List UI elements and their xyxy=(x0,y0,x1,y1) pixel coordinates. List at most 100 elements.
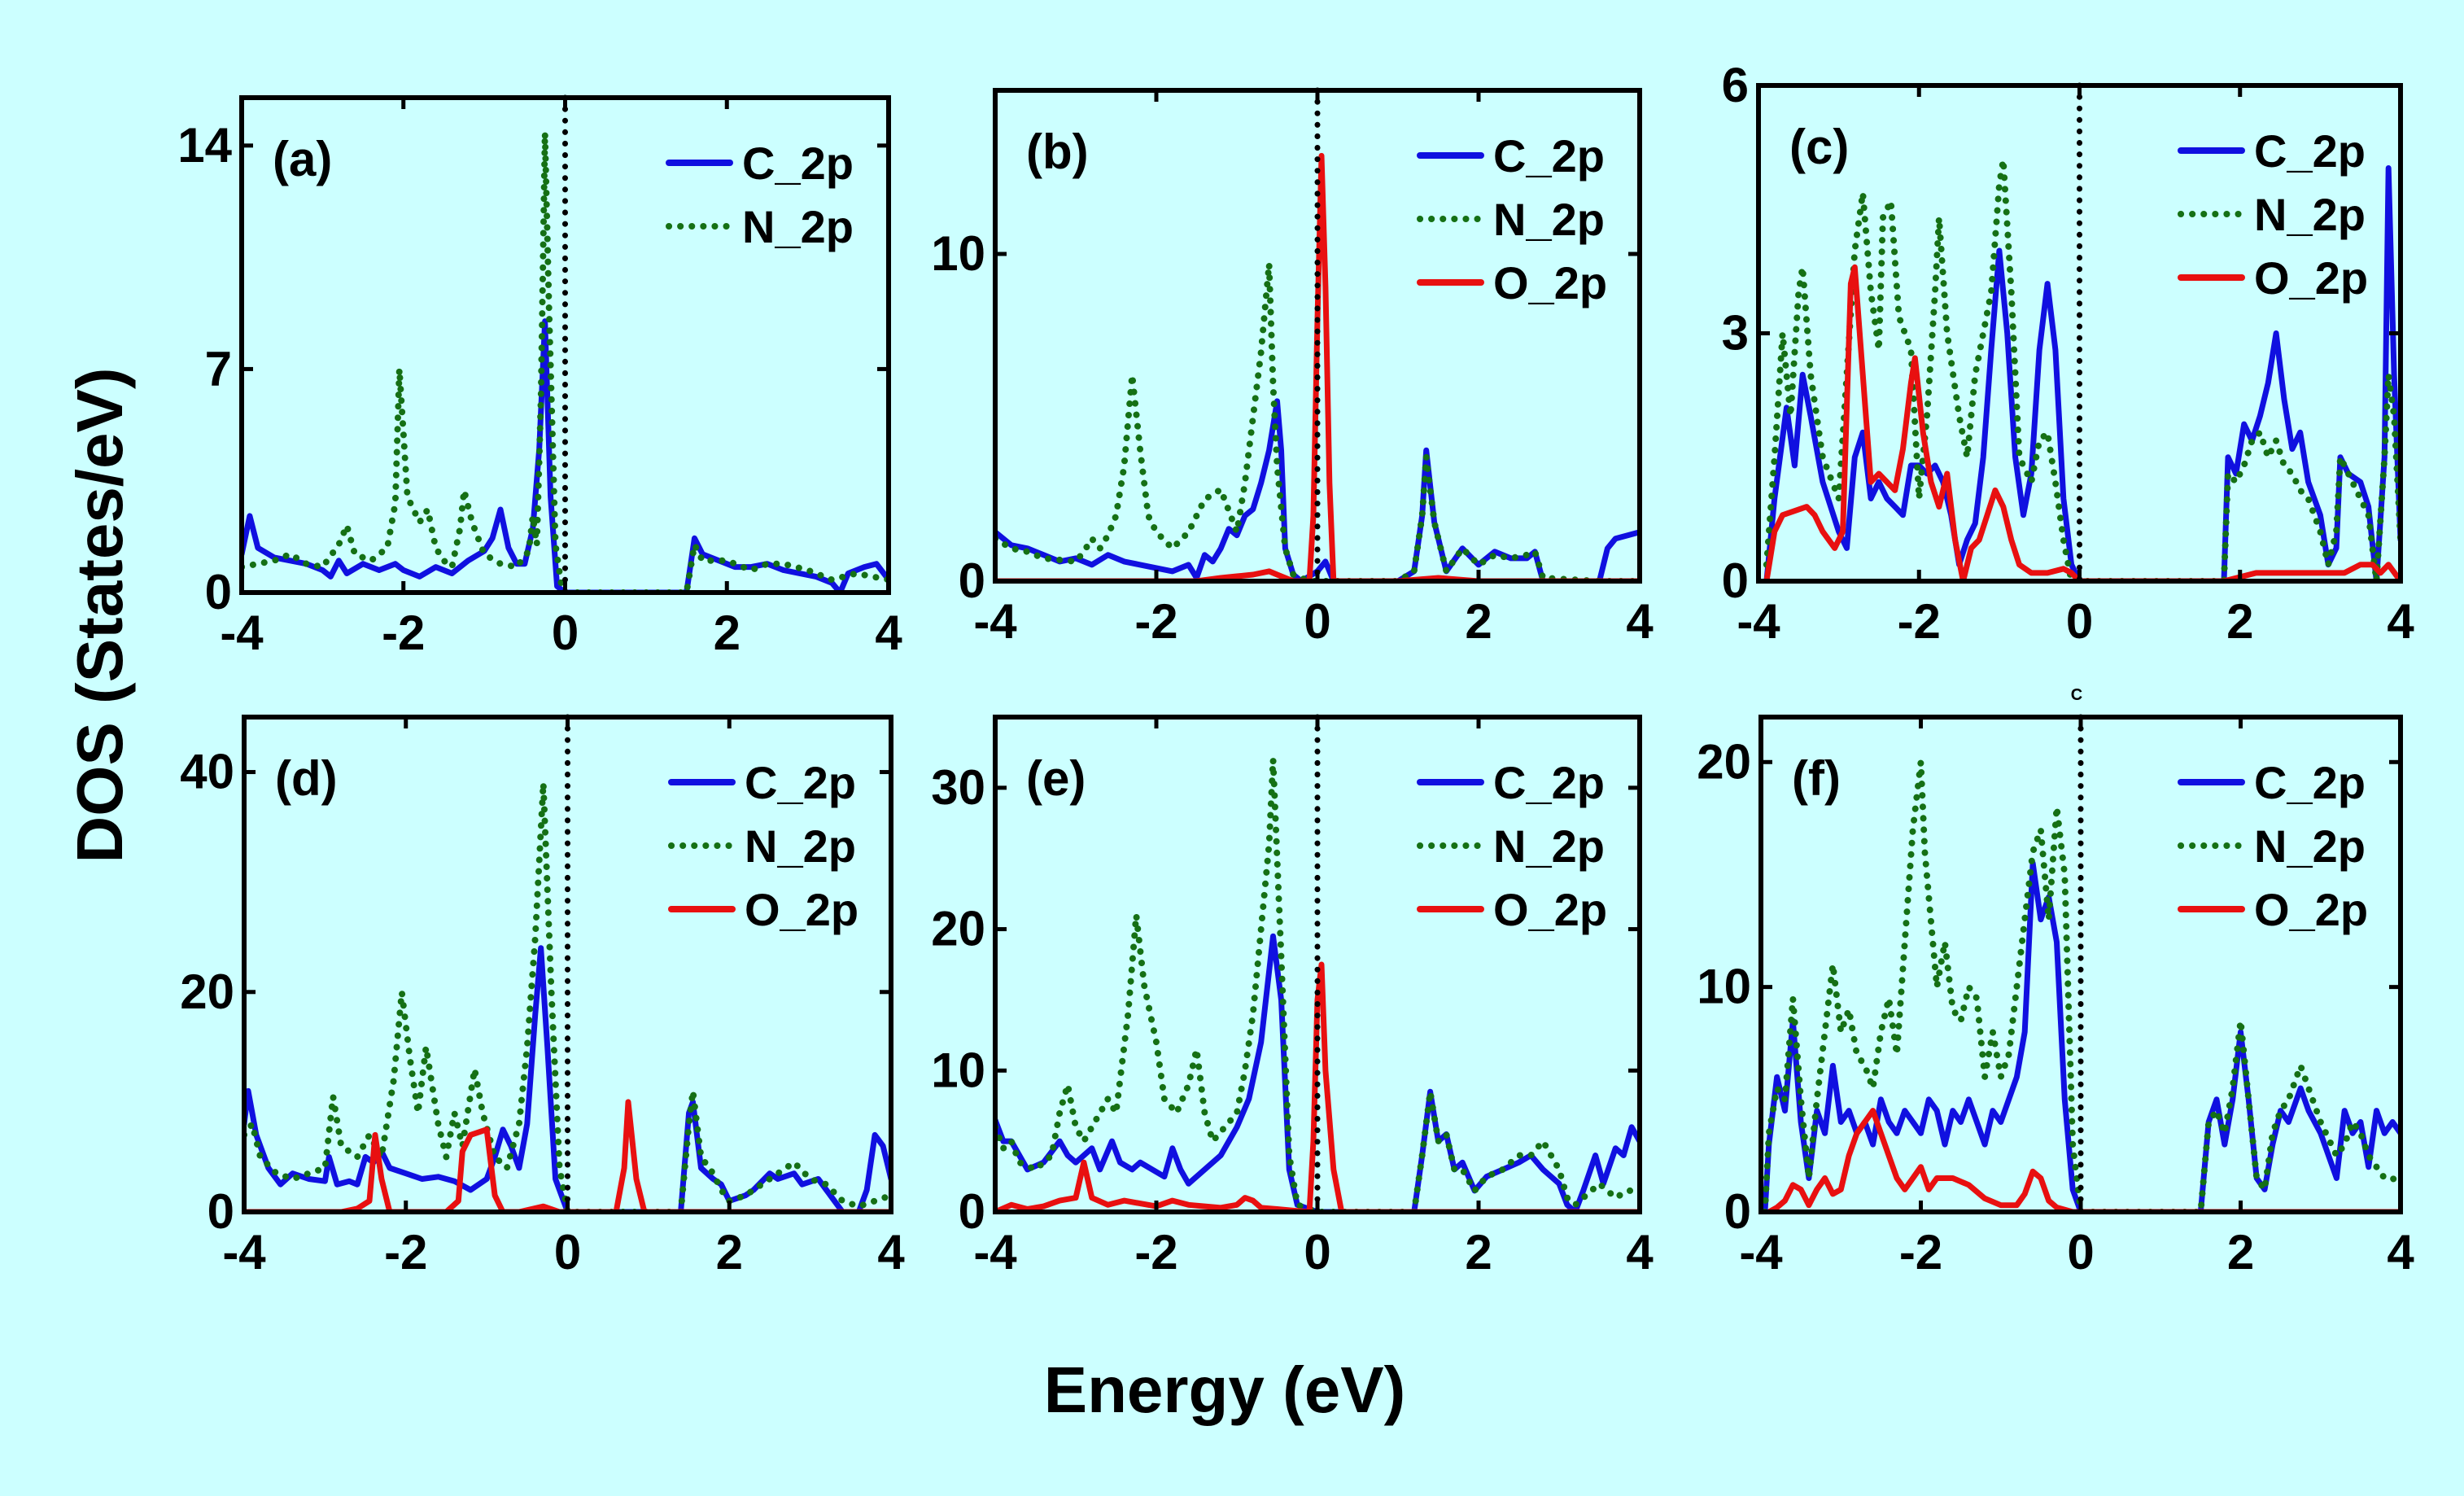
legend-label: O_2p xyxy=(2254,252,2368,304)
legend: C_2p N_2p O_2p xyxy=(1417,130,1607,308)
x-tick-label: 2 xyxy=(1465,1225,1492,1279)
x-tick-label: -4 xyxy=(1739,1225,1783,1279)
x-tick-label: -4 xyxy=(220,606,264,660)
y-tick-label: 0 xyxy=(1724,1184,1751,1239)
x-tick-label: 4 xyxy=(877,1225,905,1279)
legend-label: C_2p xyxy=(745,757,856,808)
legend-label: N_2p xyxy=(745,820,856,872)
x-tick-label: -4 xyxy=(222,1225,266,1279)
x-tick-label: 4 xyxy=(1626,1225,1654,1279)
y-tick-label: 20 xyxy=(180,965,234,1019)
series-group xyxy=(995,152,1640,581)
panel-label: (a) xyxy=(273,132,332,186)
y-tick-label: 30 xyxy=(931,760,985,815)
x-tick-label: 2 xyxy=(2226,594,2253,649)
y-tick-label: 20 xyxy=(1697,734,1751,789)
y-tick-label: 0 xyxy=(205,565,232,619)
stray-mark: C xyxy=(2071,686,2082,704)
x-tick-label: 4 xyxy=(2387,1225,2414,1279)
x-tick-label: -4 xyxy=(1737,594,1780,649)
legend-label: C_2p xyxy=(2254,125,2366,177)
x-tick-label: -2 xyxy=(1134,594,1177,649)
x-tick-label: 0 xyxy=(2067,1225,2094,1279)
panel-f: -4 -2 0 2 4 0 10 20 (f) C_2p N_2p O_2p xyxy=(1697,714,2414,1279)
legend-label: O_2p xyxy=(745,884,858,935)
y-tick-label: 0 xyxy=(959,1184,985,1239)
legend-label: O_2p xyxy=(1493,257,1607,308)
x-tick-label: 2 xyxy=(714,606,741,660)
y-tick-label: 10 xyxy=(931,1043,985,1097)
legend: C_2p N_2p O_2p xyxy=(2178,125,2368,304)
series-n-2p xyxy=(1761,759,2401,1212)
series-n-2p xyxy=(995,260,1640,581)
y-tick-label: 10 xyxy=(1697,960,1751,1014)
x-tick-label: -2 xyxy=(1899,1225,1942,1279)
y-tick-label: 20 xyxy=(931,902,985,956)
series-group xyxy=(1761,759,2401,1212)
series-n-2p xyxy=(1763,156,2401,581)
series-n-2p xyxy=(244,780,891,1212)
legend-label: O_2p xyxy=(1493,884,1607,935)
legend-label: N_2p xyxy=(742,201,854,252)
x-tick-label: 4 xyxy=(2387,594,2414,649)
y-tick-label: 0 xyxy=(1722,553,1749,608)
legend-label: C_2p xyxy=(1493,130,1605,182)
y-tick-label: 0 xyxy=(959,553,985,608)
y-tick-label: 10 xyxy=(931,226,985,281)
x-tick-label: 2 xyxy=(1465,594,1492,649)
panel-b: -4 -2 0 2 4 0 10 (b) C_2p N_2p O_2p xyxy=(931,87,1654,649)
x-tick-label: 0 xyxy=(1304,594,1330,649)
x-tick-label: -2 xyxy=(1134,1225,1177,1279)
series-o-2p xyxy=(1766,1108,2401,1212)
legend-label: N_2p xyxy=(1493,820,1605,872)
y-tick-label: 0 xyxy=(208,1184,234,1239)
x-tick-label: 4 xyxy=(1626,594,1654,649)
x-tick-label: 0 xyxy=(2066,594,2093,649)
figure-x-label: Energy (eV) xyxy=(1044,1354,1406,1426)
series-group xyxy=(1763,156,2401,581)
x-tick-label: 0 xyxy=(554,1225,581,1279)
y-tick-label: 14 xyxy=(177,118,232,173)
panel-label: (d) xyxy=(275,751,338,806)
panel-label: (c) xyxy=(1789,120,1849,174)
legend-label: C_2p xyxy=(2254,757,2366,808)
legend-label: N_2p xyxy=(2254,820,2366,872)
legend: C_2p N_2p xyxy=(666,138,854,252)
panel-label: (b) xyxy=(1026,125,1089,179)
legend-label: N_2p xyxy=(1493,194,1605,245)
panel-a: -4 -2 0 2 4 0 7 14 (a) C_2p N_2p xyxy=(177,94,902,660)
figure-y-label: DOS (States/eV) xyxy=(63,367,136,863)
series-o-2p xyxy=(1763,264,2401,581)
x-tick-label: -2 xyxy=(1898,594,1941,649)
panel-label: (f) xyxy=(1792,751,1841,806)
x-tick-label: 2 xyxy=(716,1225,743,1279)
x-tick-label: -4 xyxy=(973,594,1017,649)
series-group xyxy=(242,129,889,593)
series-c-2p xyxy=(244,945,891,1212)
legend: C_2p N_2p O_2p xyxy=(2178,757,2368,935)
y-tick-label: 7 xyxy=(205,341,232,396)
x-tick-label: 0 xyxy=(552,606,579,660)
panel-c: -4 -2 0 2 4 0 3 6 (c) C_2p N_2p O_2p xyxy=(1722,58,2415,649)
legend-label: N_2p xyxy=(2254,189,2366,240)
series-c-2p xyxy=(1762,860,2401,1212)
series-group xyxy=(244,780,891,1212)
legend: C_2p N_2p O_2p xyxy=(668,757,858,935)
legend: C_2p N_2p O_2p xyxy=(1417,757,1607,935)
y-tick-label: 3 xyxy=(1722,306,1749,361)
series-n-2p xyxy=(995,756,1640,1212)
legend-label: C_2p xyxy=(1493,757,1605,808)
x-tick-label: 2 xyxy=(2227,1225,2254,1279)
panel-e: -4 -2 0 2 4 0 10 20 30 (e) C_2p N_2p O_2p xyxy=(931,714,1654,1279)
series-o-2p xyxy=(244,1099,891,1212)
x-tick-label: -2 xyxy=(382,606,425,660)
series-c-2p xyxy=(995,398,1640,581)
x-tick-label: -4 xyxy=(973,1225,1017,1279)
y-tick-label: 40 xyxy=(180,745,234,799)
legend-label: C_2p xyxy=(742,138,854,189)
series-o-2p xyxy=(995,152,1640,581)
